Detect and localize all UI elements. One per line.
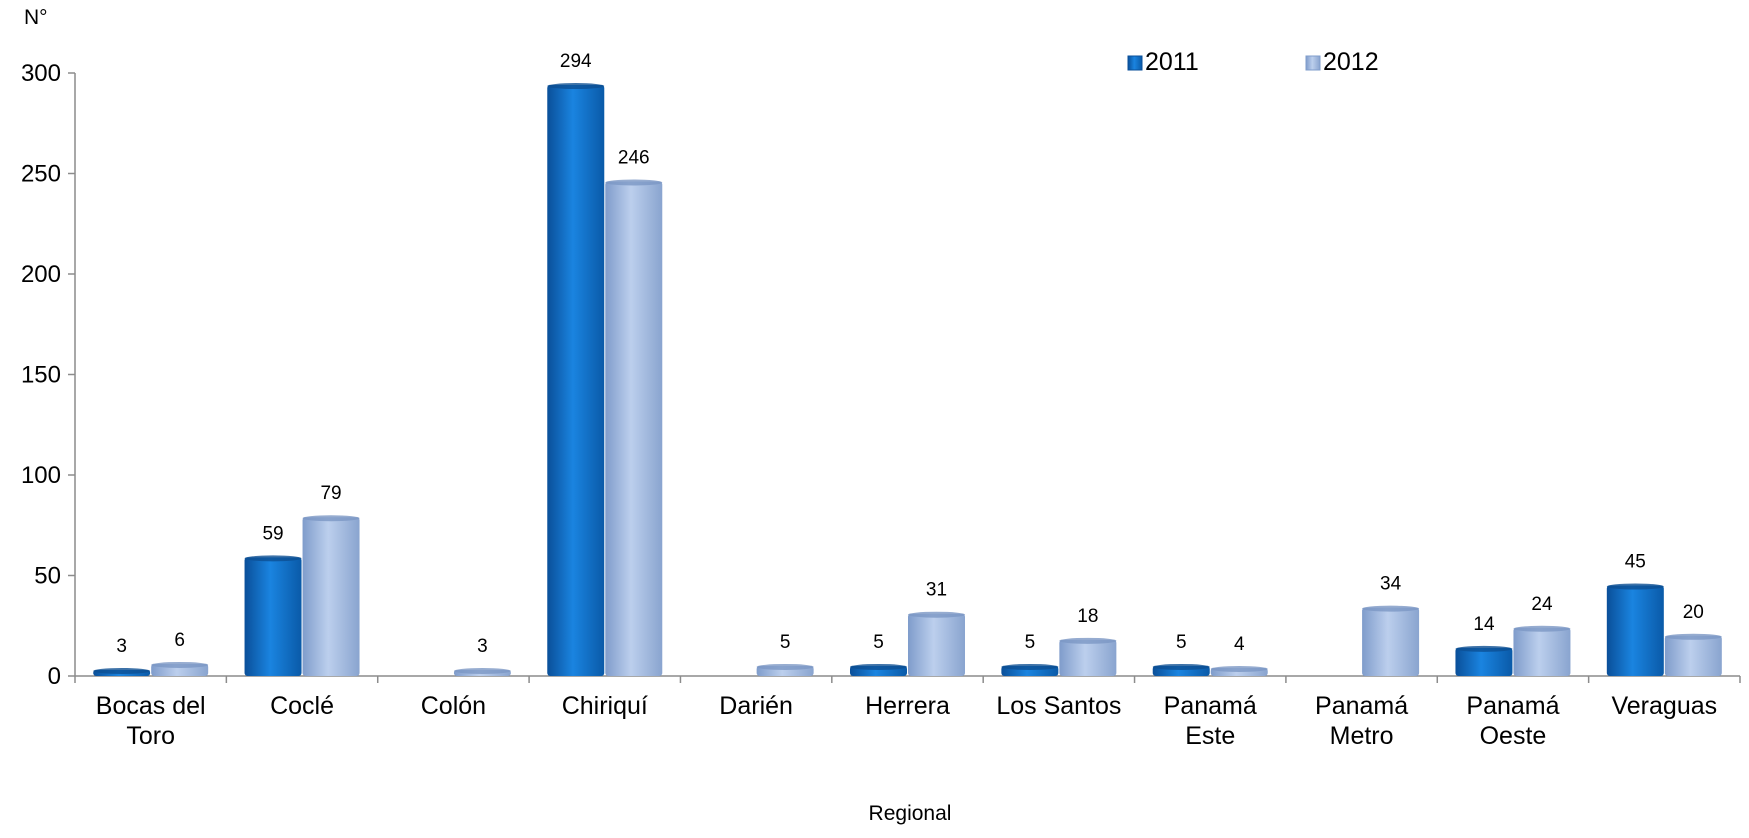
legend-swatch [1305, 55, 1321, 71]
bar-2012-8 [1362, 605, 1420, 676]
x-tick-label: Panamá Oeste [1466, 692, 1559, 750]
y-tick-label: 0 [48, 663, 61, 690]
bar-2012-2 [453, 667, 511, 676]
bar-2011-10 [1606, 583, 1664, 676]
legend-item-2011: 2011 [1127, 48, 1199, 76]
data-label: 45 [1625, 552, 1646, 573]
data-label: 294 [560, 51, 592, 72]
y-tick-label: 50 [34, 563, 61, 590]
x-tick-label: Colón [421, 692, 486, 720]
data-label: 4 [1234, 634, 1245, 655]
bar-2012-1 [302, 515, 360, 676]
y-tick-label: 200 [21, 261, 61, 288]
bars [93, 83, 1722, 677]
data-label: 5 [1176, 632, 1187, 653]
x-tick-label: Veraguas [1611, 692, 1717, 720]
x-tick-label: Herrera [865, 692, 950, 720]
legend-swatch [1127, 55, 1143, 71]
x-axis-title: Regional [869, 802, 952, 825]
data-label: 14 [1473, 614, 1495, 635]
bar-2012-7 [1210, 665, 1268, 676]
x-tick-label: Coclé [270, 692, 334, 720]
bar-2011-9 [1455, 645, 1513, 676]
x-tick-label: Panamá Metro [1315, 692, 1408, 750]
data-label: 34 [1380, 574, 1402, 595]
data-label: 5 [780, 632, 791, 653]
data-label: 246 [618, 148, 650, 169]
bar-2012-9 [1513, 625, 1571, 676]
bar-2012-10 [1664, 633, 1722, 676]
bar-2011-5 [850, 663, 907, 676]
data-label: 3 [116, 636, 127, 657]
x-tick-label: Los Santos [996, 692, 1121, 720]
x-tick-label: Panamá Este [1164, 692, 1257, 750]
bar-2011-1 [244, 555, 302, 676]
bar-2012-4 [756, 663, 814, 676]
data-label: 20 [1683, 602, 1704, 623]
axes: 0 50 100 150 200 250 300 Bocas del Toro Coclé Coló… [21, 60, 1741, 750]
data-label: 5 [1025, 632, 1036, 653]
y-tick-label: 100 [21, 462, 61, 489]
y-tick-label: 250 [21, 161, 61, 188]
legend-label: 2012 [1323, 48, 1379, 76]
data-label: 79 [320, 483, 341, 504]
x-tick-label: Darién [719, 692, 793, 720]
data-label: 31 [926, 580, 947, 601]
bar-2012-0 [151, 661, 209, 676]
bar-2011-3 [547, 83, 605, 676]
y-axis-title: N° [24, 6, 48, 29]
data-label: 18 [1077, 606, 1098, 627]
bar-2011-7 [1152, 663, 1210, 676]
data-labels: 3 59 294 5 5 5 14 45 6 79 3 246 5 31 18 4 34 24 20 [116, 51, 1703, 657]
legend-label: 2011 [1145, 48, 1199, 76]
bar-2011-0 [93, 667, 151, 676]
y-tick-label: 150 [21, 362, 61, 389]
data-label: 59 [262, 523, 283, 544]
bar-2012-5 [908, 611, 965, 676]
data-label: 3 [477, 636, 488, 657]
y-tick-label: 300 [21, 60, 61, 87]
bar-2012-3 [605, 179, 663, 677]
data-label: 5 [873, 632, 884, 653]
data-label: 6 [174, 630, 185, 651]
bar-2011-6 [1001, 663, 1059, 676]
x-tick-label: Bocas del Toro [96, 692, 206, 750]
data-label: 24 [1531, 594, 1553, 615]
legend: 2011 2012 [1127, 48, 1379, 76]
bar-2012-6 [1059, 637, 1117, 676]
x-tick-label: Chiriquí [562, 692, 648, 720]
legend-item-2012: 2012 [1305, 48, 1379, 76]
